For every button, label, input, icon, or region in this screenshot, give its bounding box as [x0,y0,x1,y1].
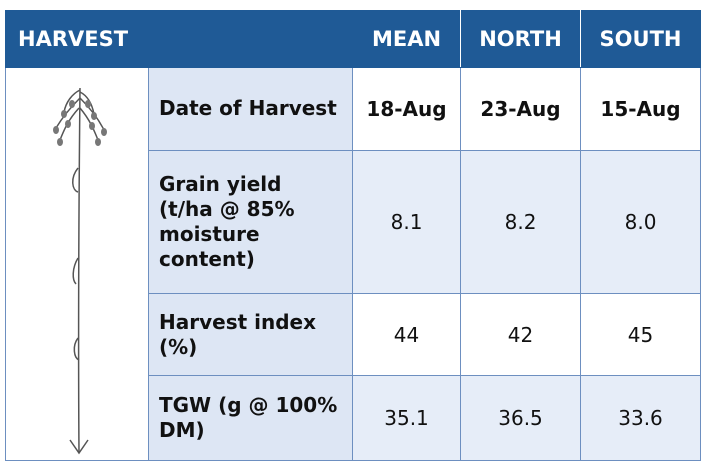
cell: 8.2 [461,150,581,293]
cell: 45 [581,293,701,376]
column-header: MEAN [353,11,461,68]
page: {"header": {"title": "HARVEST", "columns… [0,0,706,456]
table-row: Date of Harvest 18-Aug 23-Aug 15-Aug [6,68,701,151]
cell: 15-Aug [581,68,701,151]
cell: 18-Aug [353,68,461,151]
row-label: Date of Harvest [149,68,353,151]
cell: 8.1 [353,150,461,293]
cell: 42 [461,293,581,376]
header-title: HARVEST [6,11,353,68]
cell: 35.1 [353,376,461,461]
cell: 44 [353,293,461,376]
row-label: TGW (g @ 100% DM) [149,376,353,461]
row-label: Grain yield (t/ha @ 85% moisture content… [149,150,353,293]
harvest-table: HARVEST MEAN NORTH SOUTH [5,10,701,461]
row-label: Harvest index (%) [149,293,353,376]
cell: 8.0 [581,150,701,293]
header-row: HARVEST MEAN NORTH SOUTH [6,11,701,68]
plant-cell [6,68,149,461]
cell: 33.6 [581,376,701,461]
plant-illustration [6,68,147,456]
column-header: SOUTH [581,11,701,68]
column-header: NORTH [461,11,581,68]
cell: 36.5 [461,376,581,461]
cell: 23-Aug [461,68,581,151]
